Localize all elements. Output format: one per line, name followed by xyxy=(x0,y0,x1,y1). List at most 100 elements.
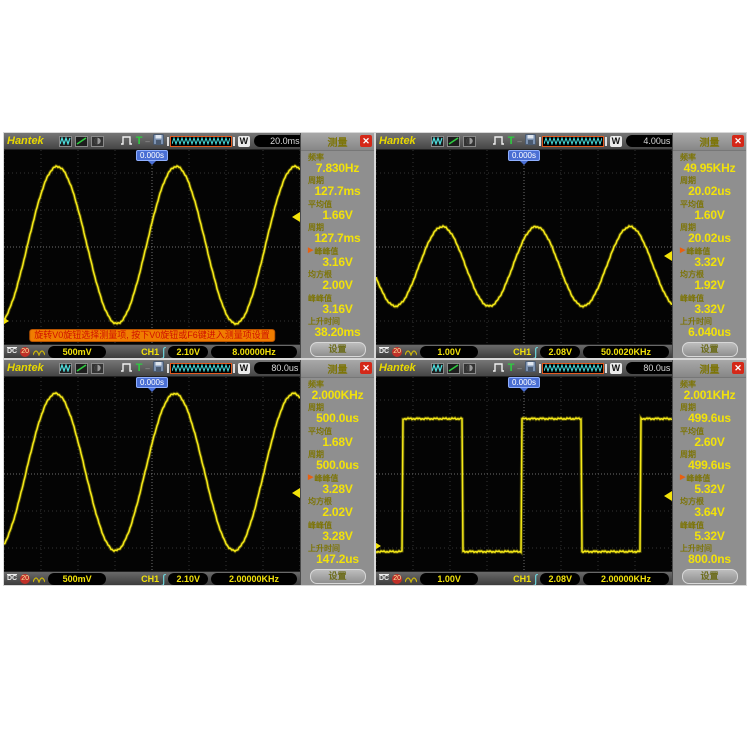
memory-window-widget[interactable]: W 80.0us xyxy=(538,362,688,374)
measurement-item[interactable]: 平均值 1.66V xyxy=(303,200,372,222)
close-icon[interactable]: ✕ xyxy=(360,135,372,147)
settings-button[interactable]: 设置 xyxy=(681,341,738,357)
close-icon[interactable]: ✕ xyxy=(732,135,744,147)
save-disk-icon[interactable] xyxy=(524,359,536,377)
trigger-level-arrow-icon[interactable] xyxy=(664,250,672,261)
measurement-item[interactable]: 周期 499.6us xyxy=(675,450,744,472)
measurement-item[interactable]: 峰峰值 3.16V xyxy=(303,294,372,316)
coupling-dc-icon: DC xyxy=(7,347,18,355)
waveform-mode-icon[interactable] xyxy=(430,135,444,147)
measurement-item[interactable]: 上升时间 800.0ns xyxy=(675,544,744,566)
phase-icon[interactable] xyxy=(90,362,104,374)
measurement-item[interactable]: 峰峰值 3.28V xyxy=(303,521,372,543)
measurement-item[interactable]: 频率 49.95KHz xyxy=(675,153,744,175)
measurement-item[interactable]: 上升时间 38.20ms xyxy=(303,317,372,339)
window-mode-box[interactable]: W xyxy=(609,135,622,147)
memory-waveform-preview[interactable] xyxy=(169,362,232,374)
measurement-item[interactable]: 周期 127.7ms xyxy=(303,176,372,198)
measurement-item[interactable]: 平均值 1.68V xyxy=(303,427,372,449)
channel-position-arrow-icon[interactable] xyxy=(4,315,9,326)
measurement-label: 周期 xyxy=(680,450,696,460)
memory-window-widget[interactable]: W 80.0us xyxy=(166,362,316,374)
measurement-item[interactable]: 频率 2.001KHz xyxy=(675,380,744,402)
close-icon[interactable]: ✕ xyxy=(732,362,744,374)
measurement-item[interactable]: 频率 7.830Hz xyxy=(303,153,372,175)
measurement-label: 上升时间 xyxy=(680,317,712,327)
measurement-item[interactable]: 均方根 2.00V xyxy=(303,270,372,292)
slope-icon[interactable] xyxy=(446,135,460,147)
trigger-level-arrow-icon[interactable] xyxy=(292,488,300,499)
waveform-mode-icon[interactable] xyxy=(58,135,72,147)
waveform-display xyxy=(4,377,300,571)
memory-waveform-preview[interactable] xyxy=(541,135,604,147)
measurement-item[interactable]: 平均值 1.60V xyxy=(675,200,744,222)
measurement-item[interactable]: ▶ 峰峰值 5.32V xyxy=(675,474,744,496)
scope-grid: Hantek T – xyxy=(3,132,747,586)
measurement-item[interactable]: 周期 500.0us xyxy=(303,450,372,472)
trigger-level-arrow-icon[interactable] xyxy=(664,491,672,502)
selected-marker-icon: ▶ xyxy=(308,247,314,255)
window-mode-box[interactable]: W xyxy=(237,362,250,374)
measurement-item[interactable]: ▶ 峰峰值 3.16V xyxy=(303,247,372,269)
trigger-position-tag[interactable]: 0.000s xyxy=(135,377,169,388)
measurement-panel-header: 测量 ✕ xyxy=(673,360,746,378)
save-disk-icon[interactable] xyxy=(524,132,536,150)
window-mode-box[interactable]: W xyxy=(237,135,250,147)
window-mode-box[interactable]: W xyxy=(609,362,622,374)
channel-label: CH1 xyxy=(141,346,160,357)
coupling-dc-icon: DC xyxy=(379,574,390,582)
channel-position-arrow-icon[interactable] xyxy=(376,540,381,551)
measurement-value: 2.02V xyxy=(322,505,353,520)
measurement-item[interactable]: 均方根 2.02V xyxy=(303,497,372,519)
memory-waveform-preview[interactable] xyxy=(541,362,604,374)
pulse-trigger-icon xyxy=(492,132,505,150)
waveform-mode-icon[interactable] xyxy=(58,362,72,374)
trigger-position-tag[interactable]: 0.000s xyxy=(135,150,169,161)
save-disk-icon[interactable] xyxy=(152,359,164,377)
measurement-panel-title: 测量 xyxy=(327,138,348,149)
waveform-display xyxy=(376,377,672,571)
measurement-item[interactable]: 周期 20.02us xyxy=(675,176,744,198)
memory-window-widget[interactable]: W 4.00us xyxy=(538,135,688,147)
selected-marker-icon: ▶ xyxy=(680,474,686,482)
measurement-item[interactable]: 周期 127.7ms xyxy=(303,223,372,245)
phase-icon[interactable] xyxy=(90,135,104,147)
settings-button[interactable]: 设置 xyxy=(309,341,366,357)
channel-label: CH1 xyxy=(513,346,532,357)
frequency-counter-readout: 8.00000Hz xyxy=(211,345,297,358)
measurement-item[interactable]: 均方根 1.92V xyxy=(675,270,744,292)
close-icon[interactable]: ✕ xyxy=(360,362,372,374)
measurement-item[interactable]: ▶ 峰峰值 3.28V xyxy=(303,474,372,496)
measurement-item[interactable]: ▶ 峰峰值 3.32V xyxy=(675,247,744,269)
trigger-level-arrow-icon[interactable] xyxy=(292,211,300,222)
trigger-edge-icon: ∫ xyxy=(162,571,166,586)
measurement-item[interactable]: 上升时间 6.040us xyxy=(675,317,744,339)
measurement-item[interactable]: 周期 499.6us xyxy=(675,403,744,425)
phase-icon[interactable] xyxy=(462,135,476,147)
measurement-value: 2.001KHz xyxy=(683,387,736,402)
measurement-item[interactable]: 峰峰值 5.32V xyxy=(675,521,744,543)
waveform-mode-icon[interactable] xyxy=(430,362,444,374)
trigger-position-tag[interactable]: 0.000s xyxy=(507,150,541,161)
memory-window-widget[interactable]: W 20.0ms xyxy=(166,135,316,147)
slope-icon[interactable] xyxy=(74,135,88,147)
phase-icon[interactable] xyxy=(462,362,476,374)
trigger-edge-icon: ∫ xyxy=(162,344,166,359)
settings-button[interactable]: 设置 xyxy=(309,568,366,584)
slope-icon[interactable] xyxy=(74,362,88,374)
measurement-item[interactable]: 上升时间 147.2us xyxy=(303,544,372,566)
measurement-item[interactable]: 周期 500.0us xyxy=(303,403,372,425)
slope-icon[interactable] xyxy=(446,362,460,374)
measurement-item[interactable]: 均方根 3.64V xyxy=(675,497,744,519)
measurement-item[interactable]: 峰峰值 3.32V xyxy=(675,294,744,316)
measurement-item[interactable]: 平均值 2.60V xyxy=(675,427,744,449)
trigger-status-letter: T xyxy=(135,134,143,147)
trigger-position-tag[interactable]: 0.000s xyxy=(507,377,541,388)
measurement-item[interactable]: 周期 20.02us xyxy=(675,223,744,245)
scope-left-column: Hantek T – xyxy=(4,359,316,586)
save-disk-icon[interactable] xyxy=(152,132,164,150)
settings-button[interactable]: 设置 xyxy=(681,568,738,584)
measurement-item[interactable]: 频率 2.000KHz xyxy=(303,380,372,402)
memory-waveform-preview[interactable] xyxy=(169,135,232,147)
measurement-label: 峰峰值 xyxy=(308,293,332,303)
